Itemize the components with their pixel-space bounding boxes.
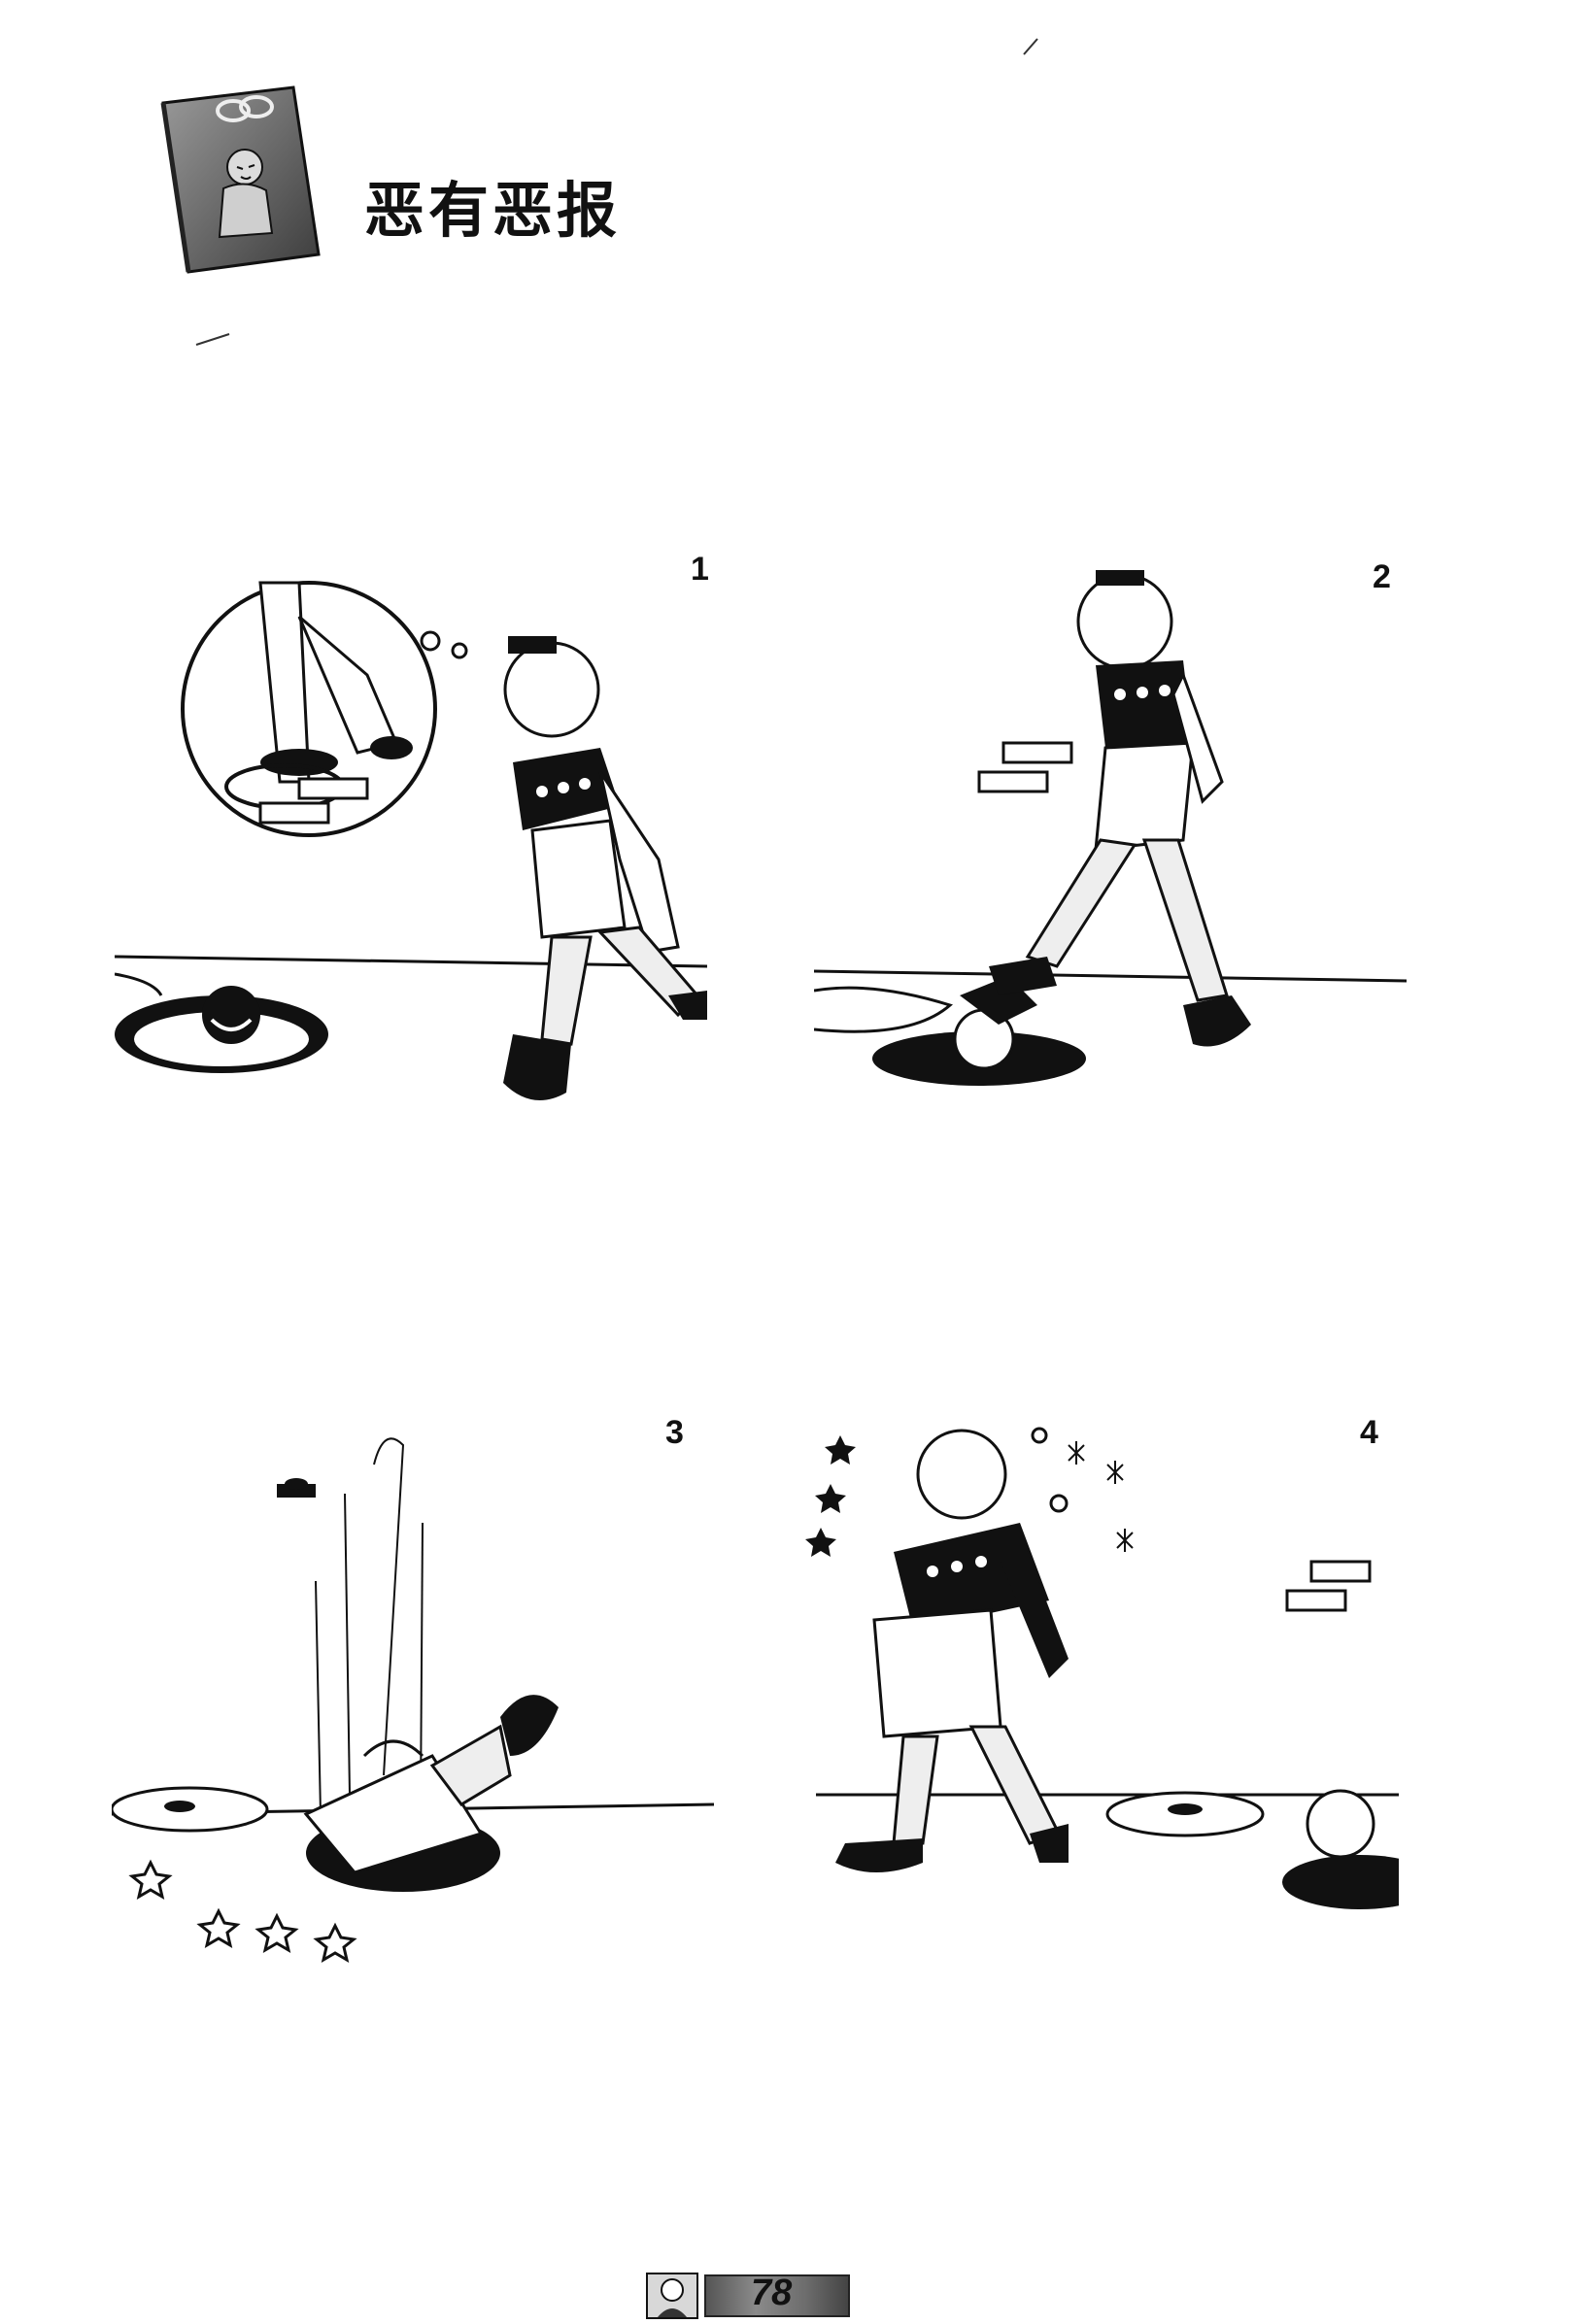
title-block: 恶有恶报 [155,76,699,274]
panel-2-illustration [814,570,1407,1086]
page-number-bar [704,2274,850,2317]
page-title: 恶有恶报 [364,175,622,246]
scan-mark [195,333,230,346]
panel-4-illustration [805,1427,1399,1909]
scan-mark [1023,38,1038,55]
panel-number: 1 [691,551,709,588]
page-number: 78 [751,2273,793,2313]
panel-3-illustration [112,1437,714,1964]
comic-panel-1: 1 [115,539,709,1141]
panel-number: 4 [1360,1414,1378,1451]
panel-number: 2 [1373,558,1391,595]
comic-panel-4: 4 [777,1406,1399,1970]
panel-number: 3 [665,1414,684,1451]
cartoon-face-icon [646,2273,698,2319]
panel-1-illustration [115,581,707,1100]
comic-panel-2: 2 [814,549,1407,1093]
page-footer: 78 [646,2273,850,2319]
calendar-portrait-icon [155,82,340,276]
comic-panel-3: 3 [112,1406,714,1970]
